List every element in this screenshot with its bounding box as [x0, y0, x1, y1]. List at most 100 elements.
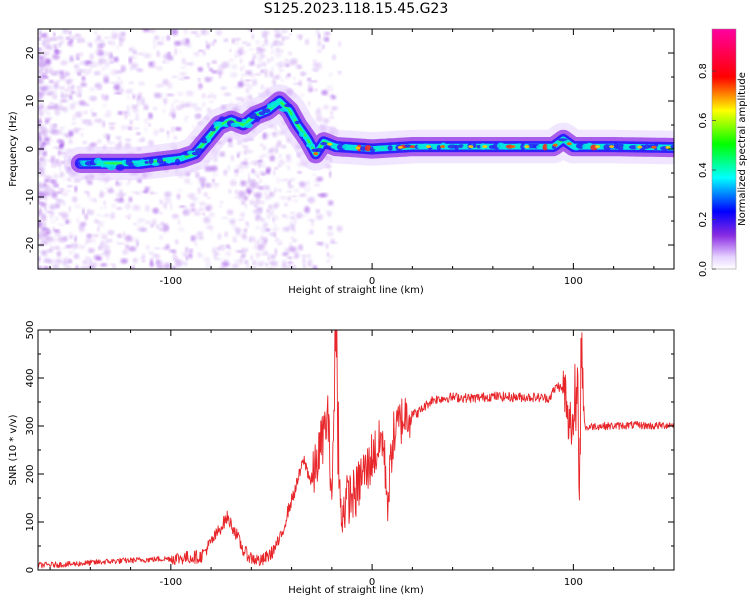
spectrogram-noise-blob: [234, 189, 238, 195]
spectrogram-noise-blob: [99, 253, 104, 256]
spectrogram-noise-blob: [67, 189, 71, 192]
spectrogram-noise-blob: [109, 81, 116, 84]
spectrogram-noise-blob: [261, 34, 268, 38]
spectrogram-noise-blob: [61, 147, 65, 150]
spectrogram-noise-blob: [231, 63, 238, 70]
spectrogram-noise-blob: [81, 132, 84, 138]
spectrogram-noise-blob: [307, 196, 316, 204]
spectrogram-noise-blob: [50, 37, 58, 41]
top-y-tick-label: 0: [25, 146, 36, 152]
spectrogram-noise-blob: [241, 41, 247, 45]
spectrogram-noise-blob: [105, 186, 108, 190]
spectrogram-noise-blob: [256, 63, 262, 69]
spectrogram-noise-blob: [38, 47, 43, 51]
spectrogram-noise-blob: [258, 252, 265, 256]
spectrogram-noise-blob: [128, 57, 132, 64]
ridge-blob: [194, 148, 205, 153]
spectrogram-noise-blob: [172, 255, 179, 261]
spectrogram-noise-blob: [72, 100, 78, 108]
spectrogram-noise-blob: [75, 264, 79, 269]
spectrogram-noise-blob: [167, 51, 171, 56]
spectrogram-noise-blob: [229, 179, 237, 187]
spectrogram-noise-blob: [317, 40, 322, 47]
colorbar-tick-label: 0.6: [698, 113, 709, 129]
spectrogram-noise-blob: [267, 58, 271, 64]
spectrogram-noise-blob: [328, 71, 333, 78]
spectrogram-noise-blob: [58, 188, 65, 192]
spectrogram-noise-blob: [104, 206, 107, 210]
spectrogram-noise-blob: [50, 220, 56, 224]
spectrogram-noise-blob: [179, 50, 182, 54]
spectrogram-noise-blob: [273, 168, 276, 176]
spectrogram-noise-blob: [242, 65, 246, 71]
spectrogram-noise-blob: [181, 58, 186, 65]
spectrogram-noise-blob: [293, 213, 300, 219]
spectrogram-noise-blob: [290, 58, 298, 66]
spectrogram-noise-blob: [327, 226, 333, 230]
spectrogram-noise-blob: [163, 229, 167, 235]
spectrogram-noise-blob: [237, 48, 243, 56]
spectrogram-noise-blob: [38, 85, 43, 92]
spectrogram-noise-blob: [250, 182, 256, 188]
spectrogram-noise-blob: [70, 242, 79, 249]
spectrogram-noise-blob: [325, 209, 333, 216]
spectrogram-noise-blob: [198, 82, 203, 90]
spectrogram-noise-blob: [85, 123, 93, 126]
spectrogram-noise-blob: [99, 194, 104, 198]
spectrogram-noise-blob: [305, 39, 310, 45]
spectrogram-noise-blob: [331, 106, 338, 111]
spectrogram-noise-blob: [39, 236, 44, 239]
spectrogram-noise-blob: [245, 81, 249, 87]
spectrogram-noise-blob: [229, 49, 232, 52]
spectrogram-noise-blob: [133, 222, 137, 226]
spectrogram-noise-blob: [61, 212, 69, 220]
ridge-blob: [174, 158, 181, 166]
spectrogram-noise-blob: [311, 220, 314, 227]
spectrogram-noise-blob: [156, 262, 164, 269]
spectrogram-noise-blob: [55, 109, 61, 116]
spectrogram-noise-blob: [144, 186, 150, 194]
spectrogram-noise-blob: [44, 210, 52, 213]
spectrogram-noise-blob: [307, 77, 312, 81]
spectrogram-noise-blob: [260, 170, 267, 176]
spectrogram-noise-blob: [191, 208, 196, 212]
spectrogram-noise-blob: [171, 266, 175, 269]
colorbar-tick-label: 0.2: [698, 212, 709, 228]
spectrogram-noise-blob: [312, 59, 317, 65]
spectrogram-noise-blob: [41, 250, 47, 255]
spectrogram-noise-blob: [201, 254, 205, 259]
spectrogram-noise-blob: [254, 240, 258, 246]
spectrogram-noise-blob: [307, 100, 311, 107]
spectrogram-noise-blob: [140, 97, 146, 104]
spectrogram-noise-blob: [181, 103, 190, 108]
spectrogram-noise-blob: [255, 214, 261, 221]
spectrogram-noise-blob: [67, 177, 72, 182]
spectrogram-noise-blob: [244, 157, 250, 161]
spectrogram-noise-blob: [56, 191, 63, 194]
spectrogram-noise-blob: [126, 95, 130, 99]
ridge-blob: [616, 143, 625, 150]
spectrogram-noise-blob: [292, 238, 298, 242]
spectrogram-noise-blob: [145, 244, 150, 250]
spectrogram-noise-blob: [277, 160, 286, 166]
spectrogram-noise-blob: [255, 252, 260, 259]
spectrogram-noise-blob: [47, 247, 52, 254]
spectrogram-noise-blob: [182, 40, 190, 46]
spectrogram-noise-blob: [128, 111, 131, 117]
ridge-blob: [462, 144, 469, 150]
spectrogram-noise-blob: [104, 240, 108, 246]
spectrogram-noise-blob: [319, 194, 326, 199]
spectrogram-noise-blob: [274, 124, 277, 132]
spectrogram-noise-blob: [167, 60, 170, 65]
spectrogram-noise-blob: [89, 87, 96, 92]
spectrogram-noise-blob: [337, 70, 342, 75]
spectrogram-noise-blob: [287, 164, 291, 171]
spectrogram-noise-blob: [166, 35, 171, 41]
spectrogram-noise-blob: [77, 39, 80, 43]
spectrogram-noise-blob: [267, 255, 271, 261]
spectrogram-noise-blob: [185, 90, 194, 97]
spectrogram-noise-blob: [87, 248, 95, 253]
spectrogram-noise-blob: [171, 75, 178, 79]
spectrogram-noise-blob: [272, 262, 279, 267]
spectrogram-noise-blob: [251, 266, 257, 269]
